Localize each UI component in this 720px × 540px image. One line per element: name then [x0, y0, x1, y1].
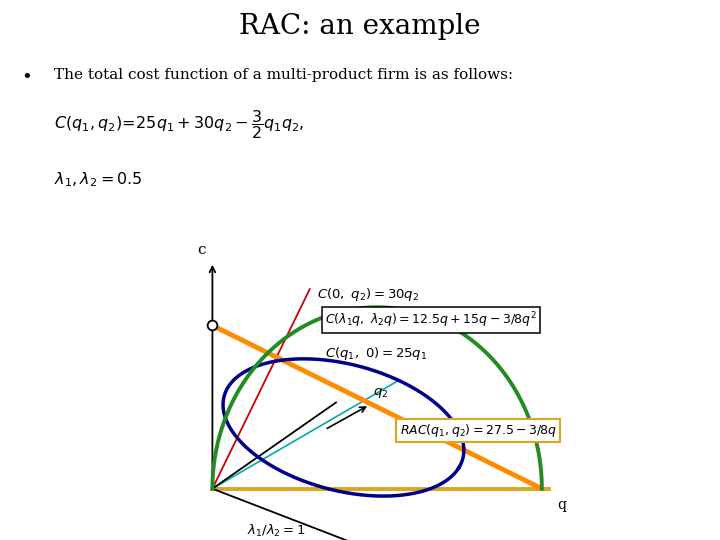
Text: $RAC(q_1,q_2)=27.5-3/8q$: $RAC(q_1,q_2)=27.5-3/8q$: [400, 422, 557, 439]
Text: $C(\lambda_1 q,\ \lambda_2 q)=12.5q+15q-3/8q^2$: $C(\lambda_1 q,\ \lambda_2 q)=12.5q+15q-…: [325, 310, 536, 330]
Text: $q_2$: $q_2$: [374, 386, 389, 400]
Text: $\lambda_1,\lambda_2=0.5$: $\lambda_1,\lambda_2=0.5$: [54, 170, 143, 189]
Text: c: c: [197, 244, 206, 258]
Text: RAC: an example: RAC: an example: [239, 14, 481, 40]
Text: $C(0,\ q_2)=30q_2$: $C(0,\ q_2)=30q_2$: [318, 286, 420, 303]
Text: $C(q_1, q_2)\!=\!25q_1+30q_2-\dfrac{3}{2}q_1q_2,$: $C(q_1, q_2)\!=\!25q_1+30q_2-\dfrac{3}{2…: [54, 108, 305, 141]
Text: q: q: [557, 498, 566, 512]
Text: $C(q_1,\ 0)=25q_1$: $C(q_1,\ 0)=25q_1$: [325, 345, 427, 362]
Text: The total cost function of a multi-product firm is as follows:: The total cost function of a multi-produ…: [54, 68, 513, 82]
Text: $\lambda_1/\lambda_2=1$: $\lambda_1/\lambda_2=1$: [247, 523, 305, 539]
Text: •: •: [22, 68, 32, 85]
